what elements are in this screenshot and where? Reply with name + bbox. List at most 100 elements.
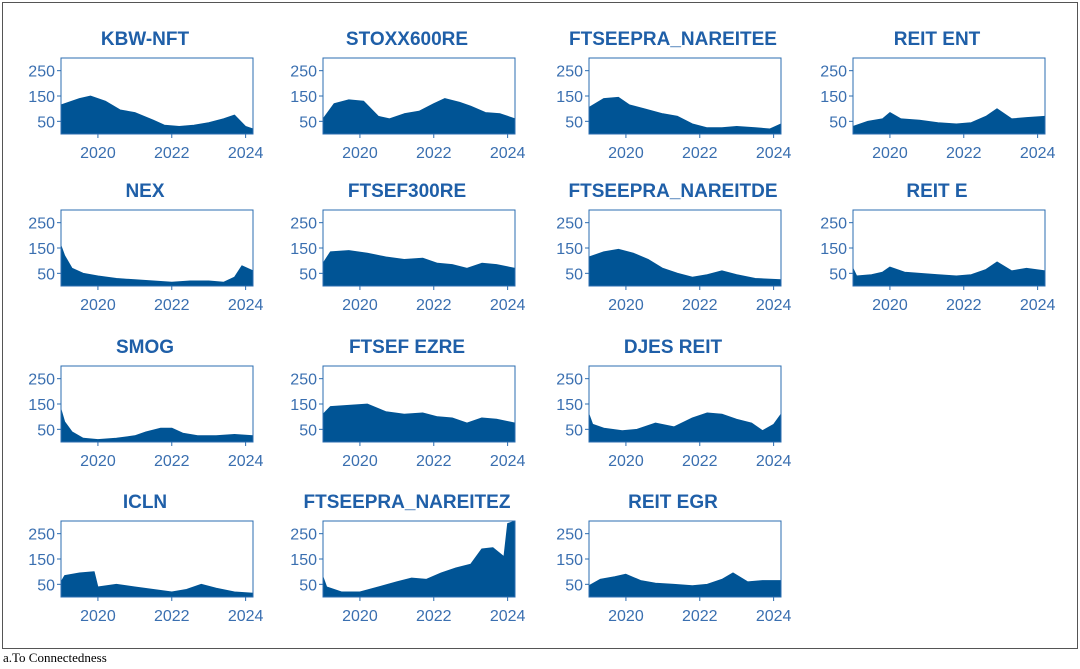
y-tick-label: 50 [299, 114, 317, 131]
y-tick-label: 150 [556, 397, 583, 414]
x-tick-label: 2022 [416, 145, 452, 162]
y-tick-label: 50 [37, 266, 55, 283]
series-area [588, 96, 782, 135]
y-tick-label: 50 [37, 114, 55, 131]
x-tick-label: 2020 [872, 145, 908, 162]
x-tick-label: 2024 [490, 145, 526, 162]
y-tick-label: 50 [37, 577, 55, 594]
chart-title: FTSEEPRA_NAREITEZ [304, 492, 511, 513]
chart-title: NEX [125, 181, 164, 202]
chart-panel-3: REIT ENT 50 150 250 2020 2022 2024 [820, 29, 1055, 162]
chart-title: REIT ENT [894, 29, 981, 50]
y-tick-label: 250 [28, 527, 55, 544]
chart-panel-0: KBW-NFT 50 150 250 2020 2022 2024 [28, 29, 263, 162]
x-tick-label: 2024 [1020, 297, 1056, 314]
y-tick-label: 250 [820, 216, 847, 233]
x-tick-label: 2020 [342, 145, 378, 162]
series-area [60, 408, 254, 443]
x-tick-label: 2020 [608, 608, 644, 625]
series-area [852, 261, 1046, 287]
y-tick-label: 250 [28, 216, 55, 233]
chart-title: STOXX600RE [346, 29, 468, 50]
y-tick-label: 150 [820, 89, 847, 106]
x-tick-label: 2024 [228, 297, 264, 314]
x-tick-label: 2022 [416, 608, 452, 625]
chart-title: REIT EGR [628, 492, 718, 513]
series-area [322, 520, 516, 598]
x-tick-label: 2020 [80, 145, 116, 162]
chart-title: SMOG [116, 337, 174, 358]
series-area [322, 98, 516, 135]
x-tick-label: 2022 [682, 453, 718, 470]
x-tick-label: 2024 [756, 608, 792, 625]
x-tick-label: 2022 [416, 453, 452, 470]
chart-panel-12: FTSEEPRA_NAREITEZ 50 150 250 2020 2022 2024 [290, 492, 525, 625]
y-tick-label: 150 [290, 397, 317, 414]
x-tick-label: 2020 [342, 453, 378, 470]
y-tick-label: 250 [28, 64, 55, 81]
x-tick-label: 2022 [946, 145, 982, 162]
y-tick-label: 50 [565, 422, 583, 439]
y-tick-label: 250 [556, 527, 583, 544]
series-area [322, 250, 516, 287]
chart-panel-11: ICLN 50 150 250 2020 2022 2024 [28, 492, 263, 625]
x-tick-label: 2024 [490, 453, 526, 470]
y-tick-label: 50 [299, 422, 317, 439]
y-tick-label: 250 [290, 216, 317, 233]
small-multiples-chart: KBW-NFT 50 150 250 2020 2022 2024 STOXX600RE 50 1… [28, 29, 1055, 625]
y-tick-label: 150 [28, 552, 55, 569]
y-tick-label: 250 [820, 64, 847, 81]
x-tick-label: 2024 [756, 297, 792, 314]
series-area [588, 248, 782, 287]
y-tick-label: 50 [299, 266, 317, 283]
y-tick-label: 150 [28, 89, 55, 106]
y-tick-label: 150 [556, 241, 583, 258]
series-area [60, 95, 254, 135]
y-tick-label: 150 [28, 397, 55, 414]
series-area [60, 245, 254, 287]
chart-title: FTSEF300RE [348, 181, 466, 202]
x-tick-label: 2022 [154, 608, 190, 625]
chart-panel-4: NEX 50 150 250 2020 2022 2024 [28, 181, 263, 314]
x-tick-label: 2024 [756, 453, 792, 470]
series-area [852, 108, 1046, 135]
x-tick-label: 2024 [228, 453, 264, 470]
figure-caption: a.To Connectedness [3, 650, 107, 665]
y-tick-label: 150 [820, 241, 847, 258]
y-tick-label: 250 [290, 64, 317, 81]
chart-title: FTSEEPRA_NAREITDE [568, 181, 777, 202]
y-tick-label: 50 [565, 577, 583, 594]
chart-title: DJES REIT [624, 337, 723, 358]
chart-title: FTSEEPRA_NAREITEE [569, 29, 777, 50]
series-area [60, 571, 254, 598]
series-area [588, 572, 782, 598]
x-tick-label: 2020 [608, 453, 644, 470]
x-tick-label: 2024 [228, 608, 264, 625]
y-tick-label: 150 [290, 241, 317, 258]
x-tick-label: 2020 [80, 453, 116, 470]
chart-panel-10: DJES REIT 50 150 250 2020 2022 2024 [556, 337, 791, 470]
chart-title: FTSEF EZRE [349, 337, 465, 358]
y-tick-label: 250 [28, 372, 55, 389]
y-tick-label: 250 [556, 372, 583, 389]
chart-title: REIT E [906, 181, 967, 202]
x-tick-label: 2022 [682, 297, 718, 314]
x-tick-label: 2020 [80, 297, 116, 314]
y-tick-label: 50 [829, 266, 847, 283]
x-tick-label: 2022 [946, 297, 982, 314]
chart-title: KBW-NFT [101, 29, 190, 50]
chart-title: ICLN [123, 492, 167, 513]
x-tick-label: 2022 [154, 453, 190, 470]
x-tick-label: 2020 [872, 297, 908, 314]
figure-panel: KBW-NFT 50 150 250 2020 2022 2024 STOXX600RE 50 1… [2, 2, 1078, 649]
chart-panel-13: REIT EGR 50 150 250 2020 2022 2024 [556, 492, 791, 625]
x-tick-label: 2022 [682, 145, 718, 162]
y-tick-label: 250 [556, 216, 583, 233]
chart-panel-7: REIT E 50 150 250 2020 2022 2024 [820, 181, 1055, 314]
y-tick-label: 250 [290, 372, 317, 389]
x-tick-label: 2020 [608, 145, 644, 162]
y-tick-label: 50 [37, 422, 55, 439]
y-tick-label: 50 [829, 114, 847, 131]
chart-panel-9: FTSEF EZRE 50 150 250 2020 2022 2024 [290, 337, 525, 470]
x-tick-label: 2022 [154, 297, 190, 314]
